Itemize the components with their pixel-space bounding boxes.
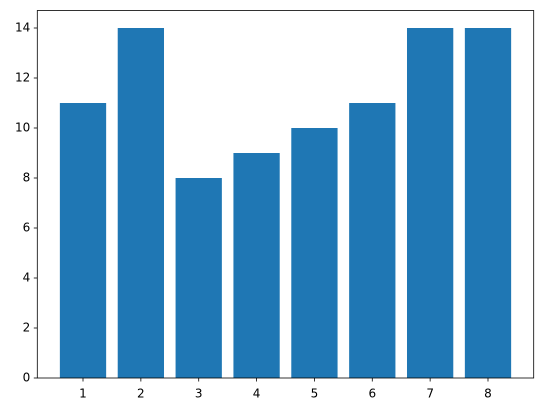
- bar: [464, 28, 512, 378]
- bar: [233, 153, 280, 378]
- y-tick-label: 6: [23, 221, 31, 235]
- x-tick-label: 7: [426, 387, 434, 401]
- bar: [117, 28, 165, 378]
- x-tick-label: 4: [253, 387, 261, 401]
- y-tick-label: 12: [15, 71, 30, 85]
- y-tick-label: 8: [23, 171, 31, 185]
- y-tick-label: 0: [23, 371, 31, 385]
- bar: [175, 178, 222, 378]
- x-tick-label: 8: [484, 387, 492, 401]
- bar: [291, 128, 338, 378]
- y-tick-label: 4: [23, 271, 31, 285]
- y-tick-label: 2: [23, 321, 31, 335]
- x-tick-label: 3: [195, 387, 203, 401]
- x-tick-label: 1: [79, 387, 87, 401]
- bar: [349, 103, 396, 378]
- x-tick-label: 6: [368, 387, 376, 401]
- x-tick-label: 5: [311, 387, 319, 401]
- bar: [59, 103, 107, 378]
- x-tick-label: 2: [137, 387, 145, 401]
- y-tick-label: 10: [15, 121, 30, 135]
- y-tick-label: 14: [15, 21, 30, 35]
- plot-frame: [36, 10, 535, 379]
- bar: [406, 28, 454, 378]
